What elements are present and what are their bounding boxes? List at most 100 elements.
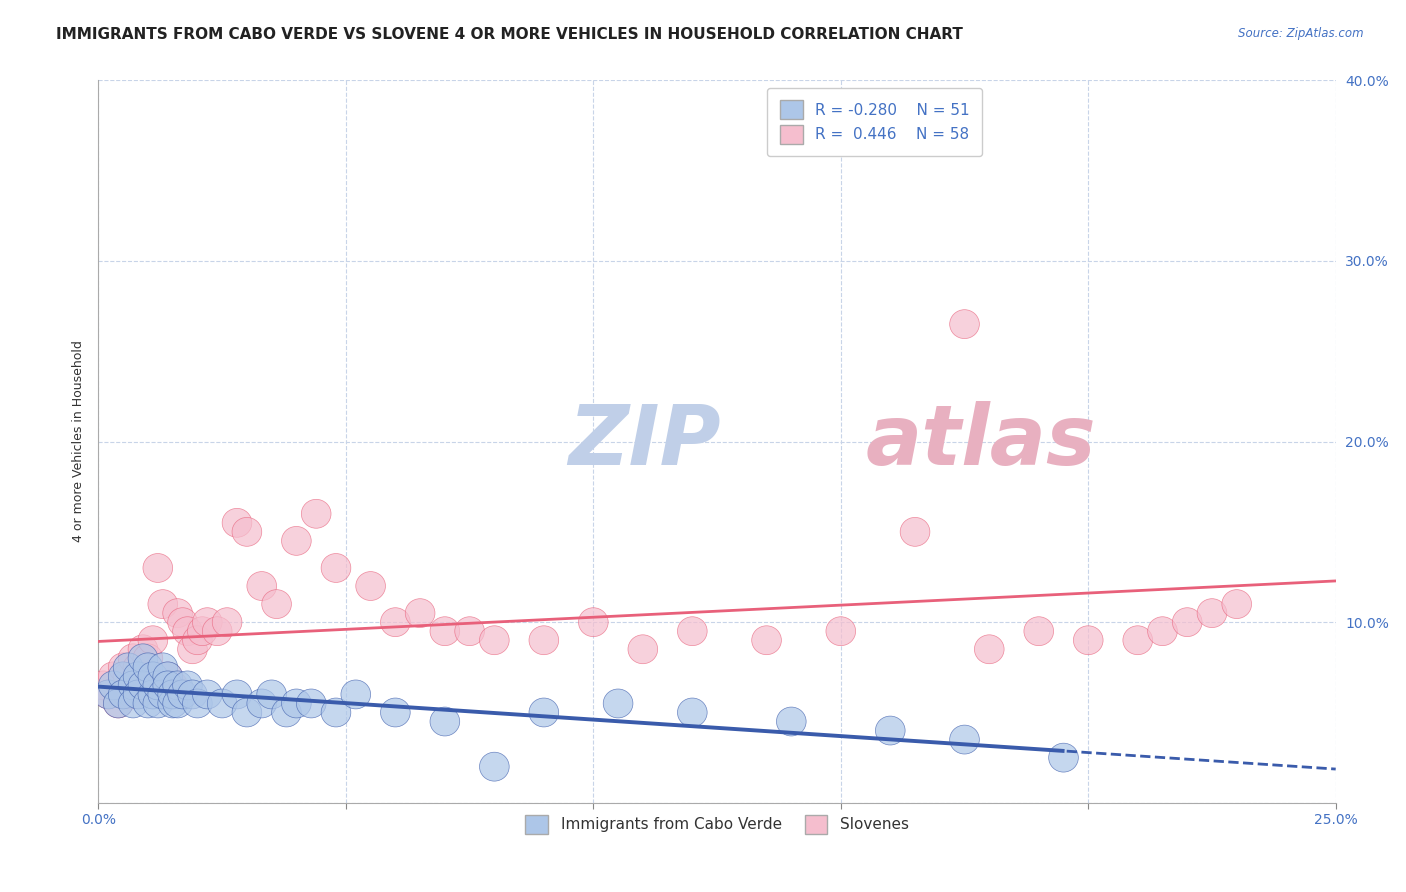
Ellipse shape — [262, 590, 291, 618]
Ellipse shape — [430, 616, 460, 646]
Ellipse shape — [98, 671, 128, 700]
Text: IMMIGRANTS FROM CABO VERDE VS SLOVENE 4 OR MORE VEHICLES IN HOUSEHOLD CORRELATIO: IMMIGRANTS FROM CABO VERDE VS SLOVENE 4 … — [56, 27, 963, 42]
Ellipse shape — [1024, 616, 1053, 646]
Ellipse shape — [124, 653, 153, 681]
Ellipse shape — [93, 680, 124, 709]
Ellipse shape — [207, 689, 238, 718]
Ellipse shape — [202, 616, 232, 646]
Ellipse shape — [183, 626, 212, 655]
Ellipse shape — [321, 698, 352, 727]
Ellipse shape — [153, 662, 183, 690]
Ellipse shape — [247, 689, 277, 718]
Ellipse shape — [949, 310, 980, 339]
Ellipse shape — [479, 626, 509, 655]
Ellipse shape — [167, 680, 197, 709]
Ellipse shape — [381, 698, 411, 727]
Ellipse shape — [900, 517, 929, 546]
Ellipse shape — [108, 653, 138, 681]
Ellipse shape — [578, 607, 609, 637]
Ellipse shape — [167, 607, 197, 637]
Ellipse shape — [128, 644, 157, 673]
Ellipse shape — [114, 662, 143, 690]
Ellipse shape — [212, 607, 242, 637]
Ellipse shape — [134, 689, 163, 718]
Ellipse shape — [128, 671, 157, 700]
Ellipse shape — [118, 689, 148, 718]
Ellipse shape — [173, 671, 202, 700]
Ellipse shape — [1049, 743, 1078, 772]
Legend: Immigrants from Cabo Verde, Slovenes: Immigrants from Cabo Verde, Slovenes — [513, 803, 921, 846]
Ellipse shape — [1173, 607, 1202, 637]
Ellipse shape — [148, 653, 177, 681]
Ellipse shape — [1147, 616, 1177, 646]
Y-axis label: 4 or more Vehicles in Household: 4 or more Vehicles in Household — [72, 341, 84, 542]
Text: ZIP: ZIP — [568, 401, 721, 482]
Ellipse shape — [108, 680, 138, 709]
Ellipse shape — [405, 599, 434, 628]
Ellipse shape — [138, 626, 167, 655]
Ellipse shape — [138, 662, 167, 690]
Ellipse shape — [1073, 626, 1104, 655]
Ellipse shape — [257, 680, 287, 709]
Ellipse shape — [1222, 590, 1251, 618]
Ellipse shape — [603, 689, 633, 718]
Ellipse shape — [193, 607, 222, 637]
Ellipse shape — [177, 680, 207, 709]
Ellipse shape — [118, 671, 148, 700]
Ellipse shape — [1123, 626, 1153, 655]
Ellipse shape — [222, 680, 252, 709]
Ellipse shape — [454, 616, 485, 646]
Ellipse shape — [128, 671, 157, 700]
Ellipse shape — [118, 680, 148, 709]
Ellipse shape — [271, 698, 301, 727]
Ellipse shape — [124, 680, 153, 709]
Ellipse shape — [114, 653, 143, 681]
Ellipse shape — [143, 554, 173, 582]
Ellipse shape — [949, 725, 980, 754]
Ellipse shape — [301, 500, 330, 528]
Ellipse shape — [187, 616, 217, 646]
Ellipse shape — [143, 671, 173, 700]
Ellipse shape — [628, 635, 658, 664]
Ellipse shape — [974, 635, 1004, 664]
Ellipse shape — [1197, 599, 1227, 628]
Ellipse shape — [232, 698, 262, 727]
Ellipse shape — [340, 680, 371, 709]
Text: Source: ZipAtlas.com: Source: ZipAtlas.com — [1239, 27, 1364, 40]
Ellipse shape — [104, 689, 134, 718]
Ellipse shape — [153, 671, 183, 700]
Ellipse shape — [281, 689, 311, 718]
Ellipse shape — [163, 689, 193, 718]
Ellipse shape — [752, 626, 782, 655]
Ellipse shape — [479, 752, 509, 781]
Ellipse shape — [128, 635, 157, 664]
Ellipse shape — [529, 698, 558, 727]
Ellipse shape — [114, 680, 143, 709]
Ellipse shape — [138, 680, 167, 709]
Ellipse shape — [678, 698, 707, 727]
Ellipse shape — [157, 680, 187, 709]
Ellipse shape — [876, 716, 905, 745]
Ellipse shape — [157, 689, 187, 718]
Ellipse shape — [89, 671, 118, 700]
Ellipse shape — [381, 607, 411, 637]
Ellipse shape — [678, 616, 707, 646]
Ellipse shape — [232, 517, 262, 546]
Ellipse shape — [98, 662, 128, 690]
Ellipse shape — [93, 680, 124, 709]
Ellipse shape — [281, 526, 311, 556]
Ellipse shape — [183, 689, 212, 718]
Ellipse shape — [104, 689, 134, 718]
Ellipse shape — [193, 680, 222, 709]
Ellipse shape — [157, 671, 187, 700]
Ellipse shape — [222, 508, 252, 537]
Ellipse shape — [163, 671, 193, 700]
Ellipse shape — [124, 671, 153, 700]
Ellipse shape — [143, 689, 173, 718]
Ellipse shape — [321, 554, 352, 582]
Ellipse shape — [297, 689, 326, 718]
Ellipse shape — [134, 662, 163, 690]
Ellipse shape — [118, 644, 148, 673]
Ellipse shape — [124, 662, 153, 690]
Ellipse shape — [173, 616, 202, 646]
